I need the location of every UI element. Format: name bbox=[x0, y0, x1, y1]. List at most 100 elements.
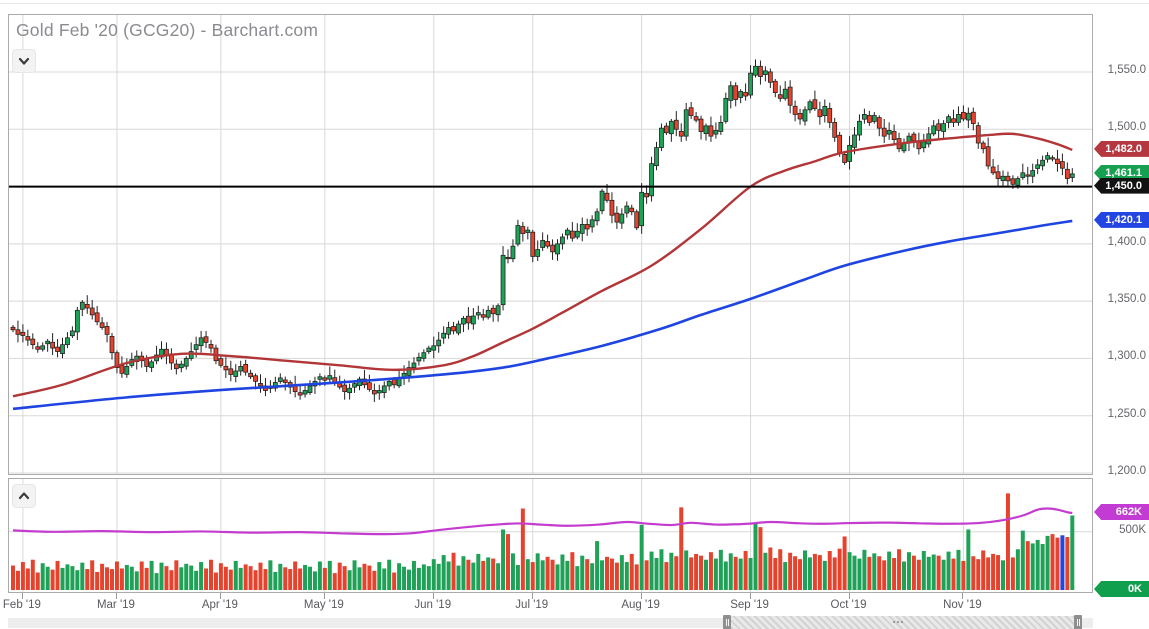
candle-body bbox=[609, 199, 615, 216]
scrollbar-grip-dots[interactable] bbox=[893, 621, 903, 623]
volume-bar bbox=[1045, 535, 1050, 590]
chart-title: Gold Feb '20 (GCG20) - Barchart.com bbox=[16, 20, 319, 40]
candle-body bbox=[569, 230, 575, 239]
volume-bar bbox=[679, 507, 684, 590]
volume-bar bbox=[614, 562, 619, 590]
volume-bar bbox=[966, 529, 971, 590]
scrollbar-right-handle[interactable] bbox=[1074, 615, 1082, 629]
volume-bar bbox=[659, 549, 664, 590]
candle-body bbox=[936, 123, 942, 131]
volume-bar bbox=[941, 559, 946, 590]
volume-bar bbox=[862, 549, 867, 590]
candle-body bbox=[15, 329, 21, 335]
volume-bar bbox=[1065, 537, 1070, 590]
price-axis-label: 1,500.0 bbox=[1107, 121, 1146, 134]
price-axis-label: 1,300.0 bbox=[1107, 350, 1146, 363]
order-line-badge[interactable]: 1,450.0 bbox=[1094, 177, 1149, 194]
volume-bar bbox=[278, 563, 283, 590]
volume-bar bbox=[451, 552, 456, 590]
volume-bar bbox=[273, 571, 278, 590]
volume-chart-canvas[interactable] bbox=[9, 479, 1092, 592]
price-chart-canvas[interactable] bbox=[9, 15, 1092, 474]
volume-bar bbox=[897, 549, 902, 590]
candle-body bbox=[248, 372, 253, 378]
volume-bar bbox=[40, 563, 45, 590]
candle-body bbox=[446, 327, 451, 335]
x-axis-tick bbox=[219, 593, 221, 599]
candle-body bbox=[560, 236, 565, 245]
volume-bar bbox=[906, 552, 911, 590]
volume-bar bbox=[936, 555, 941, 590]
volume-bar bbox=[312, 571, 317, 590]
volume-bar bbox=[803, 550, 807, 590]
volume-bar bbox=[713, 558, 718, 590]
candle-body bbox=[738, 91, 744, 98]
volume-bar bbox=[550, 559, 555, 590]
last-price-badge: 1,461.1 bbox=[1094, 164, 1149, 181]
volume-bar bbox=[25, 568, 30, 590]
candle-body bbox=[1015, 178, 1021, 186]
candle-body bbox=[367, 382, 372, 390]
volume-bar bbox=[322, 567, 327, 590]
volume-bar bbox=[15, 570, 20, 590]
candle-body bbox=[589, 219, 595, 228]
volume-bar bbox=[199, 562, 204, 590]
candle-body bbox=[995, 171, 1001, 179]
volume-bar bbox=[743, 551, 748, 590]
volume-bar bbox=[595, 541, 600, 590]
price-axis-label: 1,200.0 bbox=[1107, 464, 1146, 477]
volume-bar bbox=[352, 560, 357, 590]
volume-bars-layer bbox=[11, 493, 1075, 590]
volume-bar bbox=[669, 552, 674, 590]
candle-body bbox=[376, 390, 382, 394]
candle-body bbox=[842, 154, 847, 163]
volume-bar bbox=[619, 555, 624, 590]
candle-body bbox=[1045, 155, 1050, 160]
volume-bar bbox=[585, 559, 590, 590]
volume-bar bbox=[951, 558, 956, 590]
candle-body bbox=[614, 212, 620, 223]
candle-body bbox=[347, 387, 352, 394]
candle-body bbox=[767, 71, 773, 83]
volume-bar bbox=[387, 559, 392, 590]
volume-panel[interactable] bbox=[8, 478, 1093, 593]
candle-body bbox=[436, 339, 442, 347]
collapse-main-panel-button[interactable] bbox=[12, 49, 36, 73]
volume-bar bbox=[258, 562, 263, 590]
candle-body bbox=[822, 105, 828, 117]
candle-body bbox=[381, 385, 387, 393]
candle-body bbox=[426, 347, 432, 353]
volume-bar bbox=[565, 560, 570, 590]
x-axis-label: Sep '19 bbox=[730, 599, 769, 611]
main-price-panel[interactable] bbox=[8, 14, 1093, 475]
candle-body bbox=[371, 390, 377, 395]
candle-body bbox=[243, 364, 249, 373]
volume-bar bbox=[85, 569, 90, 590]
volume-bar bbox=[748, 557, 753, 590]
candle-body bbox=[233, 370, 239, 377]
candle-body bbox=[970, 111, 976, 124]
candle-body bbox=[594, 211, 600, 222]
x-axis-tick bbox=[640, 593, 642, 599]
candle-body bbox=[94, 312, 100, 323]
volume-bar bbox=[144, 567, 149, 590]
candle-body bbox=[203, 336, 209, 343]
volume-bar bbox=[124, 564, 129, 590]
candle-body bbox=[654, 147, 659, 167]
scrollbar-left-handle[interactable] bbox=[723, 615, 731, 629]
candle-body bbox=[961, 111, 966, 120]
candle-body bbox=[703, 125, 709, 135]
volume-bar bbox=[1020, 530, 1025, 590]
volume-bar bbox=[946, 551, 951, 590]
candle-body bbox=[500, 254, 506, 306]
candle-body bbox=[718, 122, 724, 132]
volume-bar bbox=[510, 553, 515, 590]
candle-body bbox=[693, 116, 699, 121]
volume-bar bbox=[357, 567, 362, 590]
candle-body bbox=[188, 351, 194, 359]
scrollbar-track[interactable] bbox=[8, 615, 1093, 629]
collapse-volume-panel-button[interactable] bbox=[12, 484, 36, 508]
candle-body bbox=[124, 366, 130, 375]
volume-bar bbox=[991, 553, 996, 590]
x-axis-tick bbox=[848, 593, 850, 599]
